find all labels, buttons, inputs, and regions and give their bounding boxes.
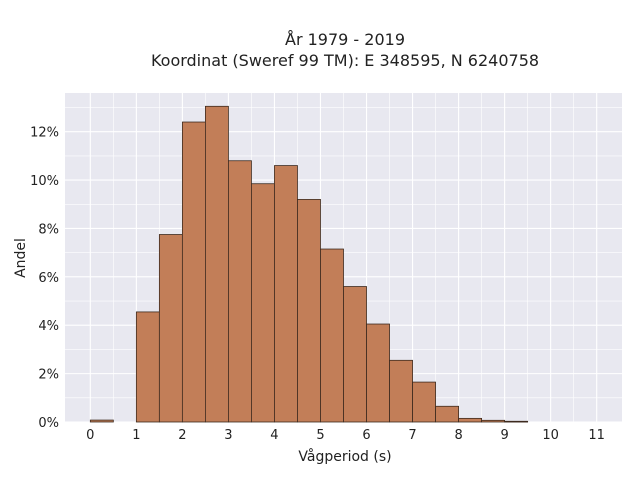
histogram-bar — [458, 417, 482, 423]
histogram-bar — [228, 160, 252, 423]
x-axis-label: Vågperiod (s) — [298, 448, 391, 465]
x-tick-labels: 0 1 2 3 4 5 6 7 8 9 10 11 — [86, 428, 605, 443]
x-tick-label: 5 — [316, 428, 324, 443]
histogram-bar — [274, 165, 298, 423]
histogram-bar — [297, 199, 321, 423]
y-tick-label: 4% — [38, 319, 59, 334]
histogram-bar — [481, 419, 506, 423]
x-tick-label: 6 — [362, 428, 370, 443]
x-tick-label: 8 — [454, 428, 462, 443]
chart-title-line1: År 1979 - 2019 — [285, 30, 405, 49]
histogram-bar — [343, 286, 367, 423]
x-tick-label: 0 — [86, 428, 94, 443]
x-tick-label: 4 — [270, 428, 278, 443]
x-tick-label: 9 — [500, 428, 508, 443]
y-tick-label: 12% — [30, 126, 59, 141]
histogram-bar — [251, 183, 275, 423]
x-tick-label: 10 — [542, 428, 559, 443]
x-tick-label: 11 — [588, 428, 605, 443]
x-tick-label: 2 — [178, 428, 186, 443]
x-tick-label: 3 — [224, 428, 232, 443]
x-tick-label: 7 — [408, 428, 416, 443]
y-tick-labels: 0% 2% 4% 6% 8% 10% 12% — [30, 126, 59, 431]
histogram-bar — [89, 419, 114, 423]
histogram-bar — [389, 359, 413, 423]
y-tick-label: 10% — [30, 174, 59, 189]
y-tick-label: 0% — [38, 416, 59, 431]
y-tick-label: 6% — [38, 271, 59, 286]
histogram-bar — [135, 311, 160, 423]
histogram-bar — [412, 381, 436, 423]
histogram-bar — [205, 105, 229, 423]
bars — [89, 105, 529, 423]
y-tick-label: 8% — [38, 222, 59, 237]
histogram-bar — [320, 248, 344, 423]
chart-title-line2: Koordinat (Sweref 99 TM): E 348595, N 62… — [151, 51, 539, 70]
histogram-bar — [181, 121, 206, 423]
histogram-bar — [158, 234, 183, 423]
y-tick-label: 2% — [38, 368, 59, 383]
y-axis-label: Andel — [13, 238, 29, 278]
histogram-bar — [504, 420, 529, 423]
histogram-bar — [366, 323, 390, 423]
histogram-bar — [435, 405, 459, 423]
x-tick-label: 1 — [132, 428, 140, 443]
